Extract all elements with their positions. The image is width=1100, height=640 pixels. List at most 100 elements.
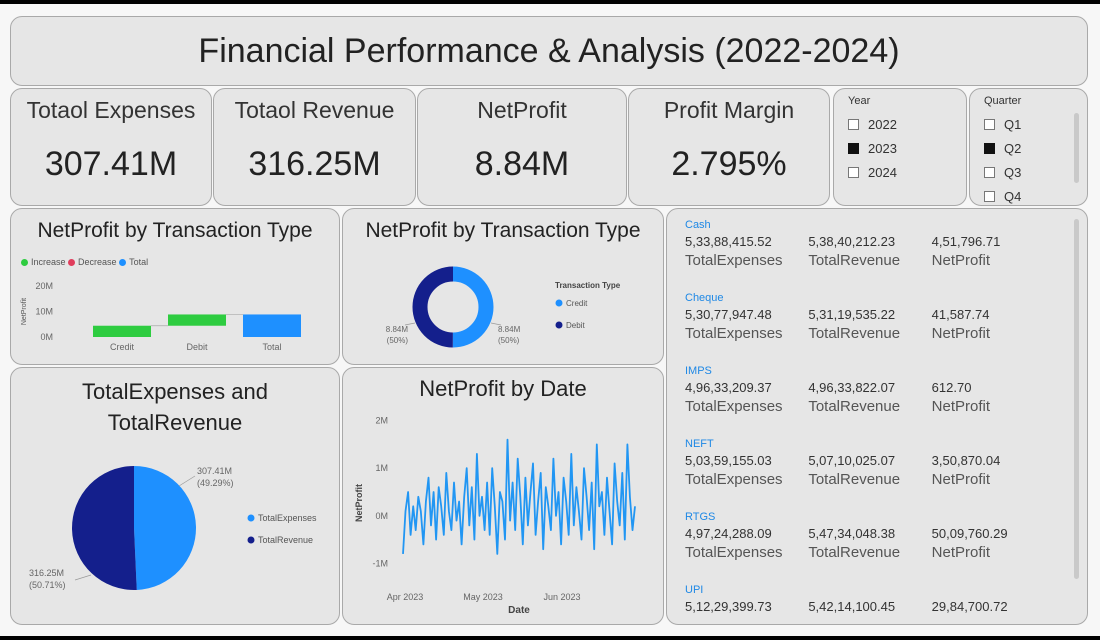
transaction-type-label: NEFT: [685, 438, 714, 450]
quarter-slicer-scrollbar[interactable]: [1074, 113, 1079, 183]
option-label: 2024: [868, 165, 897, 180]
transaction-values-row: 4,97,24,288.09 TotalExpenses 5,47,34,048.3…: [685, 525, 1055, 563]
transaction-expenses-label: TotalExpenses: [685, 325, 783, 342]
kpi-label: NetProfit: [477, 97, 567, 123]
transaction-profit-label: NetProfit: [931, 252, 991, 269]
line-chart: 2M 1M 0M -1M NetProfit Apr 2023 May 2023 Jun 20…: [354, 416, 636, 616]
page-title: Financial Performance & Analysis (2022-2…: [10, 16, 1088, 86]
page-title-text: Financial Performance & Analysis (2022-2…: [198, 31, 900, 70]
transaction-expenses-label: TotalExpenses: [685, 398, 783, 415]
kpi-value: 316.25M: [248, 145, 381, 183]
transaction-revenue-value: 5,42,14,100.45: [808, 599, 896, 614]
year-option-2022[interactable]: 2022: [848, 117, 897, 132]
donut-chart: 8.84M (50%) 8.84M (50%) Transaction Type Cred…: [386, 266, 621, 348]
y-tick-label: 1M: [375, 463, 388, 473]
quarter-slicer-title: Quarter: [984, 95, 1022, 107]
quarter-option-q4[interactable]: Q4: [984, 189, 1021, 204]
leader-line: [490, 322, 502, 326]
leader-line: [404, 322, 416, 326]
checkbox[interactable]: [984, 119, 995, 130]
bar-debit: [168, 314, 226, 326]
x-tick-label: Apr 2023: [387, 592, 424, 602]
transaction-profit-column: 612.70 NetProfit: [932, 379, 1055, 417]
quarter-option-q2[interactable]: Q2: [984, 141, 1021, 156]
legend-label: Total: [129, 257, 149, 267]
transaction-expenses-column: 5,33,88,415.52 TotalExpenses: [685, 233, 808, 271]
checkbox[interactable]: [848, 143, 859, 154]
chart-legend: Increase Decrease Total: [21, 257, 148, 267]
year-option-2023[interactable]: 2023: [848, 141, 897, 156]
legend-dot: [247, 514, 255, 522]
transaction-expenses-label: TotalExpenses: [685, 471, 783, 488]
donut-slice-debit: [412, 266, 494, 348]
x-tick-label: Total: [262, 342, 281, 352]
transaction-group-rtgs: RTGS 4,97,24,288.09 TotalExpenses 5,47,34,0…: [685, 511, 1055, 563]
pie-slice-totalexpenses: [134, 466, 196, 590]
transaction-revenue-value: 5,31,19,535.22: [808, 307, 896, 322]
transaction-profit-label: NetProfit: [931, 325, 991, 342]
option-label: Q4: [1004, 189, 1022, 204]
quarter-option-q3[interactable]: Q3: [984, 165, 1021, 180]
legend-dot: [247, 536, 255, 544]
transaction-expenses-label: TotalExpenses: [685, 252, 783, 269]
checkbox[interactable]: [984, 143, 995, 154]
pie-chart-card: TotalExpenses and TotalRevenue 307.41M (4…: [10, 367, 340, 625]
transaction-profit-column: 41,587.74 NetProfit: [932, 306, 1055, 344]
transaction-expenses-column: 4,96,33,209.37 TotalExpenses: [685, 379, 808, 417]
x-tick-label: Debit: [186, 342, 208, 352]
transaction-group-upi: UPI 5,12,29,399.73 5,42,14,100.45 29,84,700…: [685, 584, 1055, 616]
transaction-group-cheque: Cheque 5,30,77,947.48 TotalExpenses 5,31,19…: [685, 292, 1055, 344]
transaction-revenue-column: 4,96,33,822.07 TotalRevenue: [808, 379, 931, 417]
transaction-expenses-value: 5,03,59,155.03: [685, 453, 772, 468]
year-option-2024[interactable]: 2024: [848, 165, 897, 180]
kpi-profit-margin: Profit Margin 2.795%: [628, 88, 830, 206]
transaction-revenue-value: 5,47,34,048.38: [808, 526, 896, 541]
transaction-profit-label: NetProfit: [931, 544, 991, 561]
kpi-total-revenue: Totaol Revenue 316.25M: [213, 88, 416, 206]
chart-title: NetProfit by Date: [419, 376, 587, 401]
leader-line: [74, 574, 92, 581]
checkbox[interactable]: [984, 191, 995, 202]
data-label: 316.25M: [29, 568, 64, 578]
option-label: Q3: [1004, 165, 1022, 180]
transactions-scrollbar[interactable]: [1074, 219, 1079, 579]
x-tick-label: Credit: [110, 342, 135, 352]
total-legend-dot: [119, 258, 127, 266]
transaction-profit-value: 4,51,796.71: [931, 234, 1001, 249]
transaction-type-label: IMPS: [685, 365, 712, 377]
checkbox[interactable]: [848, 119, 859, 130]
transaction-values-row: 5,12,29,399.73 5,42,14,100.45 29,84,700.72: [685, 598, 1055, 616]
transaction-values-row: 5,03,59,155.03 TotalExpenses 5,07,10,025.0…: [685, 452, 1055, 490]
transaction-group-neft: NEFT 5,03,59,155.03 TotalExpenses 5,07,10,0…: [685, 438, 1055, 490]
transaction-type-label: RTGS: [685, 511, 716, 523]
netprofit-series-line: [402, 438, 636, 555]
data-label-pct: (50%): [498, 336, 520, 345]
y-tick-label: 2M: [375, 416, 388, 426]
kpi-value: 307.41M: [44, 145, 178, 183]
checkbox[interactable]: [984, 167, 995, 178]
donut-chart-card: NetProfit by Transaction Type 8.84M (50%)…: [342, 208, 664, 365]
transaction-profit-value: 612.70: [931, 380, 972, 395]
quarter-slicer: Quarter Q1 Q2 Q3 Q4: [969, 88, 1088, 206]
x-axis-label: Date: [508, 605, 530, 616]
legend-label: Credit: [566, 299, 588, 308]
transaction-profit-value: 29,84,700.72: [931, 599, 1008, 614]
transaction-revenue-label: TotalRevenue: [808, 252, 901, 269]
y-tick-label: 10M: [35, 307, 53, 317]
transaction-values-row: 5,30,77,947.48 TotalExpenses 5,31,19,535.2…: [685, 306, 1055, 344]
transaction-revenue-column: 5,47,34,048.38 TotalRevenue: [808, 525, 931, 563]
checkbox[interactable]: [848, 167, 859, 178]
year-slicer-title: Year: [848, 95, 871, 107]
data-label-pct: (50%): [387, 336, 409, 345]
dashboard: Financial Performance & Analysis (2022-2…: [0, 4, 1100, 636]
data-label: 307.41M: [197, 466, 232, 476]
quarter-option-q1[interactable]: Q1: [984, 117, 1021, 132]
transaction-expenses-value: 4,96,33,209.37: [685, 380, 772, 395]
waterfall-chart-card: NetProfit by Transaction Type Increase D…: [10, 208, 340, 365]
transaction-profit-column: 3,50,870.04 NetProfit: [932, 452, 1055, 490]
legend-label: Increase: [31, 257, 66, 267]
transaction-profit-value: 50,09,760.29: [931, 526, 1008, 541]
waterfall-chart: 20M 10M 0M NetProfit Credit Debit Total: [21, 281, 301, 352]
transaction-type-label: Cash: [685, 219, 711, 231]
kpi-net-profit: NetProfit 8.84M: [417, 88, 627, 206]
